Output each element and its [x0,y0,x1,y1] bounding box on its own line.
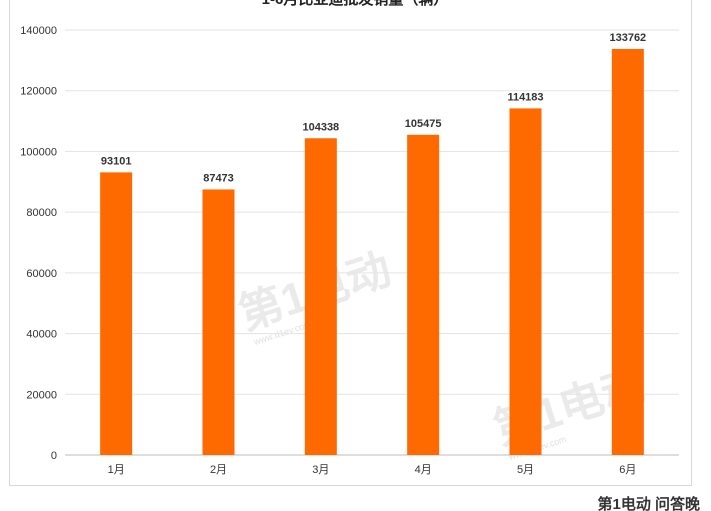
x-tick-label-2: 2月 [210,464,227,476]
bar-5 [509,108,542,455]
grid-lines [65,29,679,456]
y-tick-label: 40000 [26,329,57,341]
data-label-5: 114183 [507,91,543,103]
bar-6 [611,48,644,455]
chart-title: 1-6月比亚迪批发销量（辆） [262,0,449,8]
x-tick-label-1: 1月 [108,464,125,476]
chart-frame [9,0,692,486]
bar-1 [100,172,133,456]
x-tick-label-6: 6月 [619,464,636,476]
data-label-1: 93101 [101,155,132,167]
x-tick-label-3: 3月 [312,464,329,476]
data-label-3: 104338 [302,121,339,133]
y-tick-label: 60000 [26,268,57,280]
y-tick-label: 0 [51,450,57,462]
data-labels: 93101 87473 104338 105475 114183 133762 [101,32,646,185]
bars [100,48,644,456]
y-tick-label: 120000 [20,86,57,98]
bar-3 [304,138,337,455]
y-axis-ticks: 0 20000 40000 60000 80000 100000 120000 140000 [20,25,57,462]
y-tick-label: 140000 [20,25,57,37]
data-label-2: 87473 [203,172,234,184]
x-axis-labels: 1月 2月 3月 4月 5月 6月 [108,464,637,476]
y-tick-label: 100000 [20,146,57,158]
data-label-4: 105475 [405,118,442,130]
x-tick-label-5: 5月 [517,464,534,476]
footer-logo: 第1电动 问答晚 [597,495,700,511]
y-tick-label: 80000 [26,207,57,219]
x-tick-label-4: 4月 [415,464,432,476]
bar-2 [202,189,235,455]
bar-4 [407,134,440,455]
watermark: 第1电动 www.d1ev.com 第1电动 www.d1ev.com [233,245,652,463]
data-label-6: 133762 [609,32,646,44]
y-tick-label: 20000 [26,389,57,401]
